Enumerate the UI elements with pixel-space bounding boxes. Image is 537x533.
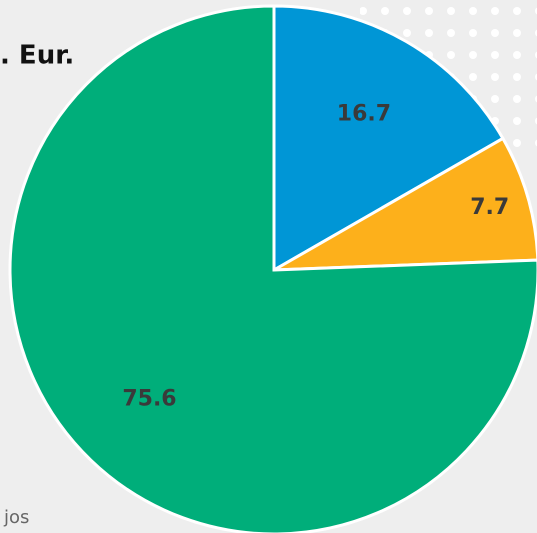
data-label: 7.7 bbox=[470, 195, 509, 220]
source-note: jos bbox=[3, 507, 29, 528]
chart-title: . Eur. bbox=[0, 41, 74, 71]
data-label: 75.6 bbox=[122, 386, 176, 411]
pie-slice bbox=[272, 4, 505, 273]
pie-slice bbox=[273, 136, 537, 272]
data-label: 16.7 bbox=[337, 102, 391, 127]
pie-slice bbox=[8, 4, 537, 533]
